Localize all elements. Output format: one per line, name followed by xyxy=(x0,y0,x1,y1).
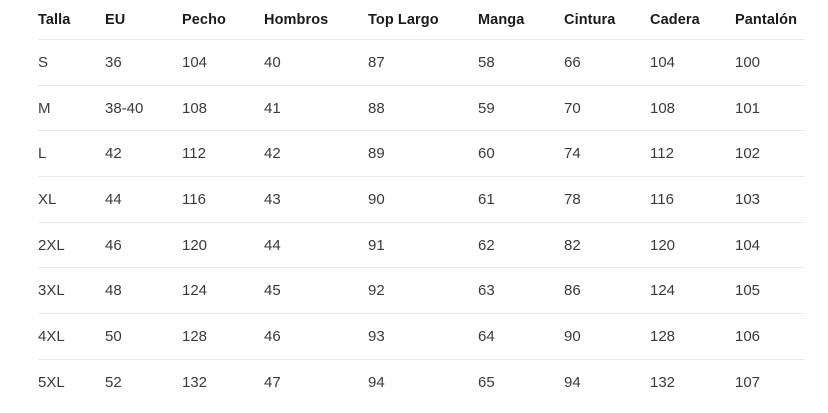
table-row-4xl: 4XL 50 128 46 93 64 90 128 106 xyxy=(38,313,805,360)
table-cell: 44 xyxy=(105,176,182,223)
table-cell: 120 xyxy=(650,221,735,268)
column-header-pecho: Pecho xyxy=(182,11,227,28)
size-label: 4XL xyxy=(38,313,105,360)
table-cell: 124 xyxy=(182,267,264,314)
column-header-talla: Talla xyxy=(38,11,71,28)
table-cell: 74 xyxy=(564,130,650,177)
table-cell: 132 xyxy=(650,358,735,405)
table-cell: 91 xyxy=(368,221,478,268)
column-header-cintura: Cintura xyxy=(564,11,616,28)
table-cell: 62 xyxy=(478,221,564,268)
table-cell: 103 xyxy=(735,176,805,223)
column-header-hombros: Hombros xyxy=(264,11,329,28)
table-cell: 89 xyxy=(368,130,478,177)
table-row-m: M 38-40 108 41 88 59 70 108 101 xyxy=(38,84,805,131)
table-cell: 47 xyxy=(264,358,368,405)
table-cell: 42 xyxy=(105,130,182,177)
column-header-manga: Manga xyxy=(478,11,525,28)
table-cell: 36 xyxy=(105,39,182,86)
size-label: M xyxy=(38,84,105,131)
table-cell: 132 xyxy=(182,358,264,405)
size-label: 3XL xyxy=(38,267,105,314)
table-cell: 38-40 xyxy=(105,84,182,131)
table-row-5xl: 5XL 52 132 47 94 65 94 132 107 xyxy=(38,358,805,405)
table-cell: 106 xyxy=(735,313,805,360)
table-cell: 105 xyxy=(735,267,805,314)
size-label: XL xyxy=(38,176,105,223)
table-cell: 78 xyxy=(564,176,650,223)
table-cell: 45 xyxy=(264,267,368,314)
table-cell: 108 xyxy=(182,84,264,131)
table-cell: 40 xyxy=(264,39,368,86)
size-label: 2XL xyxy=(38,221,105,268)
table-cell: 116 xyxy=(650,176,735,223)
table-cell: 60 xyxy=(478,130,564,177)
table-cell: 46 xyxy=(105,221,182,268)
table-row-3xl: 3XL 48 124 45 92 63 86 124 105 xyxy=(38,267,805,314)
table-cell: 101 xyxy=(735,84,805,131)
table-cell: 58 xyxy=(478,39,564,86)
table-cell: 93 xyxy=(368,313,478,360)
table-cell: 59 xyxy=(478,84,564,131)
table-cell: 94 xyxy=(564,358,650,405)
table-cell: 104 xyxy=(735,221,805,268)
table-cell: 63 xyxy=(478,267,564,314)
table-cell: 108 xyxy=(650,84,735,131)
size-label: S xyxy=(38,39,105,86)
table-cell: 128 xyxy=(650,313,735,360)
table-cell: 124 xyxy=(650,267,735,314)
table-cell: 48 xyxy=(105,267,182,314)
table-cell: 94 xyxy=(368,358,478,405)
table-row-s: S 36 104 40 87 58 66 104 100 xyxy=(38,39,805,86)
column-header-cadera: Cadera xyxy=(650,11,700,28)
table-cell: 44 xyxy=(264,221,368,268)
table-cell: 128 xyxy=(182,313,264,360)
table-cell: 112 xyxy=(650,130,735,177)
table-cell: 65 xyxy=(478,358,564,405)
table-cell: 107 xyxy=(735,358,805,405)
table-row-l: L 42 112 42 89 60 74 112 102 xyxy=(38,130,805,177)
table-cell: 104 xyxy=(650,39,735,86)
table-cell: 61 xyxy=(478,176,564,223)
table-cell: 87 xyxy=(368,39,478,86)
table-cell: 86 xyxy=(564,267,650,314)
header-row: Talla EU Pecho Hombros Top Largo Manga C… xyxy=(38,0,805,40)
table-row-xl: XL 44 116 43 90 61 78 116 103 xyxy=(38,176,805,223)
table-cell: 70 xyxy=(564,84,650,131)
size-label: 5XL xyxy=(38,358,105,405)
table-cell: 42 xyxy=(264,130,368,177)
table-cell: 64 xyxy=(478,313,564,360)
table-cell: 66 xyxy=(564,39,650,86)
table-cell: 100 xyxy=(735,39,805,86)
table-cell: 52 xyxy=(105,358,182,405)
table-cell: 43 xyxy=(264,176,368,223)
table-cell: 112 xyxy=(182,130,264,177)
size-chart-table: Talla EU Pecho Hombros Top Largo Manga C… xyxy=(38,0,805,405)
table-cell: 90 xyxy=(368,176,478,223)
column-header-top-largo: Top Largo xyxy=(368,11,439,28)
table-cell: 50 xyxy=(105,313,182,360)
table-cell: 82 xyxy=(564,221,650,268)
table-cell: 90 xyxy=(564,313,650,360)
table-cell: 102 xyxy=(735,130,805,177)
table-cell: 120 xyxy=(182,221,264,268)
table-cell: 41 xyxy=(264,84,368,131)
table-cell: 116 xyxy=(182,176,264,223)
column-header-eu: EU xyxy=(105,11,126,28)
table-cell: 88 xyxy=(368,84,478,131)
table-row-2xl: 2XL 46 120 44 91 62 82 120 104 xyxy=(38,221,805,268)
column-header-pantalon: Pantalón xyxy=(735,11,798,28)
table-cell: 46 xyxy=(264,313,368,360)
table-cell: 92 xyxy=(368,267,478,314)
size-label: L xyxy=(38,130,105,177)
table-cell: 104 xyxy=(182,39,264,86)
